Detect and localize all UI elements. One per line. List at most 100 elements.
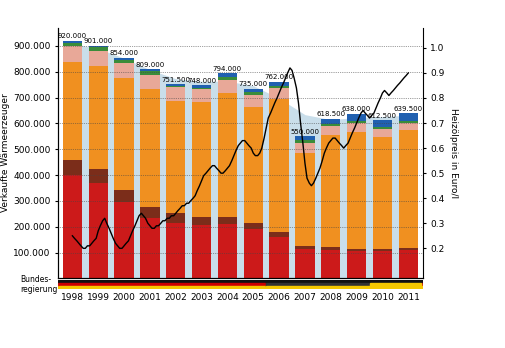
- Bar: [321, 119, 340, 124]
- Bar: [166, 101, 185, 213]
- Bar: [266, 286, 369, 289]
- Bar: [88, 183, 108, 278]
- Bar: [114, 58, 133, 60]
- Text: 901.000: 901.000: [83, 38, 113, 44]
- Y-axis label: Verkaufte Wärmeerzeuger: Verkaufte Wärmeerzeuger: [2, 94, 11, 213]
- Text: 794.000: 794.000: [213, 66, 241, 72]
- Bar: [269, 81, 288, 86]
- Bar: [140, 70, 159, 71]
- Bar: [217, 80, 237, 93]
- Text: 1999: 1999: [86, 293, 110, 302]
- Text: 2003: 2003: [190, 293, 213, 302]
- Bar: [398, 122, 417, 130]
- Bar: [369, 286, 420, 289]
- Bar: [295, 246, 314, 249]
- Text: 2006: 2006: [267, 293, 290, 302]
- Bar: [191, 85, 211, 87]
- Bar: [60, 283, 266, 286]
- Text: 1998: 1998: [61, 293, 84, 302]
- Bar: [243, 223, 263, 229]
- Bar: [372, 129, 391, 137]
- Bar: [372, 120, 391, 127]
- Text: 735.000: 735.000: [238, 81, 267, 87]
- Bar: [88, 169, 108, 183]
- Bar: [398, 130, 417, 248]
- Bar: [398, 113, 417, 121]
- Bar: [369, 280, 420, 283]
- Bar: [372, 249, 391, 251]
- Bar: [243, 92, 263, 95]
- Text: 550.000: 550.000: [290, 129, 319, 135]
- Bar: [140, 89, 159, 207]
- Bar: [346, 113, 366, 120]
- Bar: [243, 95, 263, 107]
- Bar: [63, 175, 82, 278]
- Bar: [346, 249, 366, 251]
- Bar: [60, 280, 266, 289]
- Bar: [60, 286, 266, 289]
- Bar: [114, 63, 133, 78]
- Bar: [63, 62, 82, 160]
- Bar: [321, 126, 340, 135]
- Bar: [372, 127, 391, 129]
- Bar: [63, 43, 82, 46]
- Bar: [166, 223, 185, 278]
- Bar: [266, 280, 369, 283]
- Bar: [166, 84, 185, 86]
- Bar: [191, 88, 211, 102]
- Bar: [243, 229, 263, 278]
- Bar: [63, 46, 82, 62]
- Text: 2005: 2005: [241, 293, 264, 302]
- Bar: [166, 87, 185, 101]
- Bar: [191, 226, 211, 278]
- Bar: [321, 250, 340, 278]
- Bar: [398, 121, 417, 122]
- Bar: [266, 280, 369, 289]
- Text: 809.000: 809.000: [135, 62, 164, 68]
- Bar: [398, 250, 417, 278]
- Text: 748.000: 748.000: [187, 78, 216, 84]
- Text: 762.000: 762.000: [264, 74, 293, 80]
- Text: 2011: 2011: [396, 293, 419, 302]
- Text: 751.500: 751.500: [161, 77, 190, 83]
- Bar: [114, 60, 133, 63]
- Text: 2002: 2002: [164, 293, 187, 302]
- Bar: [243, 107, 263, 223]
- Bar: [217, 217, 237, 224]
- Bar: [346, 132, 366, 249]
- Bar: [88, 46, 108, 47]
- Bar: [321, 124, 340, 126]
- Bar: [321, 135, 340, 247]
- Bar: [191, 102, 211, 217]
- Bar: [114, 78, 133, 190]
- Bar: [346, 123, 366, 132]
- Bar: [266, 283, 369, 286]
- Text: 612.500: 612.500: [367, 113, 396, 119]
- Bar: [88, 51, 108, 66]
- Bar: [114, 190, 133, 202]
- Bar: [269, 232, 288, 237]
- Text: Bundes-
regierung: Bundes- regierung: [20, 275, 58, 294]
- Bar: [191, 87, 211, 88]
- Text: 639.500: 639.500: [393, 106, 422, 112]
- Bar: [217, 224, 237, 278]
- Text: 2007: 2007: [293, 293, 316, 302]
- Bar: [269, 237, 288, 278]
- Bar: [166, 86, 185, 87]
- Text: 2004: 2004: [216, 293, 238, 302]
- Bar: [295, 136, 314, 140]
- Text: 618.500: 618.500: [316, 111, 345, 117]
- Bar: [372, 251, 391, 278]
- Bar: [140, 218, 159, 278]
- Bar: [58, 280, 422, 283]
- Bar: [217, 77, 237, 80]
- Y-axis label: Heizölpreis in Euro/l: Heizölpreis in Euro/l: [448, 108, 457, 198]
- Bar: [295, 143, 314, 153]
- Bar: [140, 207, 159, 218]
- Bar: [295, 153, 314, 246]
- Bar: [295, 249, 314, 278]
- Bar: [114, 202, 133, 278]
- Bar: [217, 73, 237, 77]
- Bar: [191, 217, 211, 226]
- Bar: [63, 41, 82, 43]
